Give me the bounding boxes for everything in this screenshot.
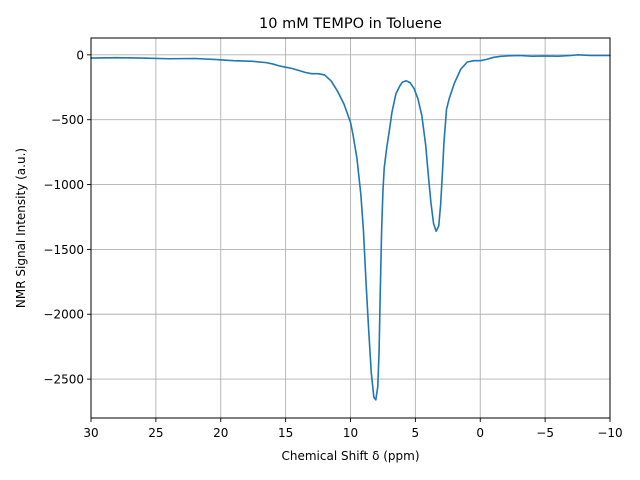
y-tick-label: −2000 (43, 308, 84, 322)
x-tick-label: 30 (83, 426, 98, 440)
y-tick-label: −500 (51, 113, 84, 127)
y-tick-label: −1500 (43, 243, 84, 257)
x-tick-label: 15 (278, 426, 293, 440)
y-tick-label: −2500 (43, 373, 84, 387)
x-tick-label: 25 (148, 426, 163, 440)
y-axis-label: NMR Signal Intensity (a.u.) (14, 148, 28, 308)
x-tick-label: −5 (536, 426, 554, 440)
y-tick-label: −1000 (43, 178, 84, 192)
x-tick-label: 0 (476, 426, 484, 440)
x-tick-label: 5 (412, 426, 420, 440)
grid (90, 38, 611, 418)
series-line (90, 54, 611, 401)
chart-title: 10 mM TEMPO in Toluene (259, 16, 442, 32)
y-tick-label: 0 (76, 48, 84, 62)
axis-ticks: 30 25 20 15 10 5 0 −5 −10 0 −500 −1000 −1500 −2000 −25… (43, 48, 622, 440)
x-tick-label: −10 (597, 426, 622, 440)
x-tick-label: 10 (343, 426, 358, 440)
x-tick-label: 20 (213, 426, 228, 440)
x-axis-label: Chemical Shift δ (ppm) (281, 449, 419, 463)
series-layer (90, 54, 611, 401)
